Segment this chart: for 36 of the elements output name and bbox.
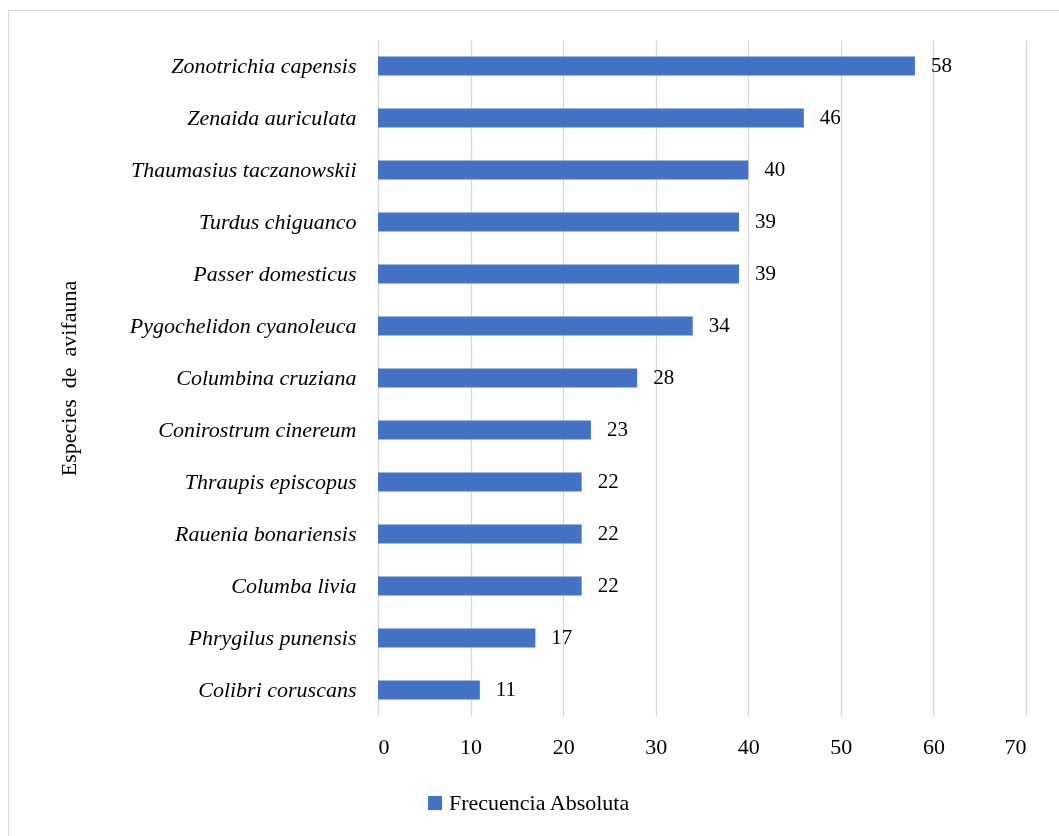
y-tick-label: Phrygilus punensis [187, 625, 357, 650]
data-label: 58 [930, 53, 952, 77]
y-tick-label: Conirostrum cinereum [158, 417, 357, 442]
data-label: 39 [755, 261, 777, 285]
y-tick-label: Turdus chiguanco [199, 209, 357, 234]
y-tick-label: Pygochelidon cyanoleuca [128, 313, 357, 338]
x-tick-label: 60 [922, 733, 945, 759]
data-label: 11 [495, 677, 517, 701]
x-tick-label: 30 [645, 733, 668, 759]
y-tick-label: Columba livia [231, 573, 357, 598]
x-tick-label: 40 [737, 733, 760, 759]
data-label: 34 [708, 313, 731, 337]
data-label: 17 [551, 625, 573, 649]
data-label: 22 [597, 521, 619, 545]
y-tick-label: Rauenia bonariensis [174, 521, 357, 546]
data-label: 39 [755, 209, 777, 233]
data-label: 28 [653, 365, 675, 389]
data-label: 23 [606, 417, 628, 441]
data-label: 22 [597, 469, 619, 493]
y-tick-label: Thaumasius taczanowskii [130, 157, 357, 182]
data-label: 40 [764, 157, 786, 181]
data-label: 22 [597, 573, 619, 597]
y-tick-label: Columbina cruziana [176, 365, 357, 390]
y-tick-label: Zenaida auriculata [187, 105, 357, 130]
y-axis-title: Especies de avifauna [55, 280, 81, 477]
x-tick-label: 10 [460, 733, 483, 759]
x-tick-label: 0 [378, 733, 390, 759]
x-tick-label: 50 [830, 733, 853, 759]
y-tick-label: Thraupis episcopus [184, 469, 357, 494]
data-label: 46 [819, 105, 841, 129]
legend-label: Frecuencia Absoluta [449, 790, 630, 815]
y-tick-label: Zonotrichia capensis [171, 53, 357, 78]
y-tick-label: Passer domesticus [192, 261, 357, 286]
x-tick-label: 20 [552, 733, 575, 759]
y-tick-label: Colibri coruscans [198, 677, 357, 702]
x-tick-label: 70 [1004, 733, 1027, 759]
